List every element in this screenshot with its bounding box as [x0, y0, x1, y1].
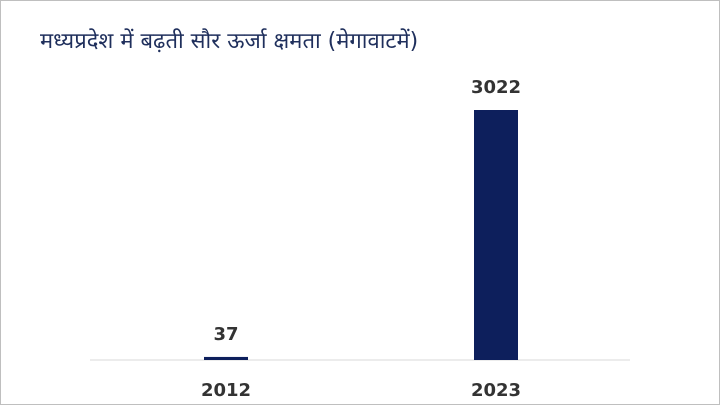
x-tick-label: 2023 [471, 380, 521, 401]
x-tick-label: 2012 [201, 380, 251, 401]
bar [204, 356, 248, 360]
value-label: 37 [213, 324, 238, 345]
bar [474, 110, 518, 360]
value-label: 3022 [471, 77, 521, 98]
chart-title: मध्यप्रदेश में बढ़ती सौर ऊर्जा क्षमता (म… [40, 28, 418, 54]
